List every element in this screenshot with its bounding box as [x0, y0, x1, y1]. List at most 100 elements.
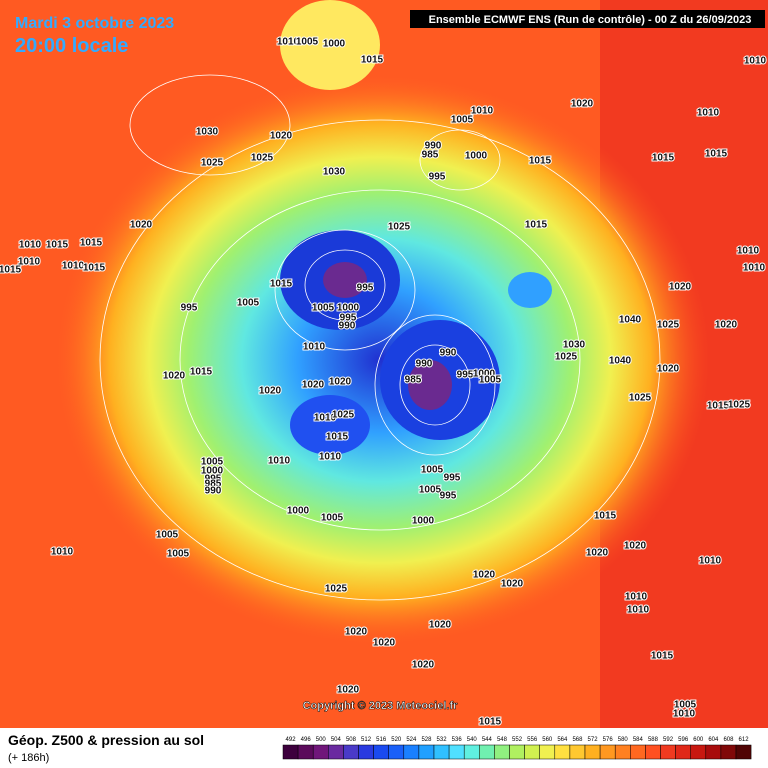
scale-swatch — [479, 744, 495, 760]
isobar-label: 1015 — [80, 238, 103, 249]
isobar-label: 1010 — [268, 456, 291, 467]
scale-swatch — [463, 744, 480, 760]
isobar-label: 985 — [405, 375, 422, 386]
scale-label: 568 — [572, 737, 583, 743]
scale-swatch — [282, 744, 299, 760]
isobar-label: 1015 — [190, 367, 213, 378]
isobar-label: 1015 — [652, 153, 675, 164]
isobar-label: 1025 — [388, 222, 411, 233]
scale-label: 580 — [618, 737, 629, 743]
isobars — [99, 74, 661, 601]
isobar-label: 1015 — [705, 149, 728, 160]
scale-label: 548 — [497, 737, 508, 743]
scale-swatch — [524, 744, 540, 760]
isobar-label: 1010 — [303, 342, 326, 353]
scale-swatch — [690, 744, 707, 760]
low-center — [323, 262, 367, 298]
scale-swatch — [599, 744, 616, 760]
isobar-label: 1010 — [744, 56, 767, 67]
isobar-label: 995 — [444, 473, 461, 484]
scale-swatch — [720, 744, 737, 760]
low-center — [508, 272, 552, 308]
model: Ensemble ECMWF ENS (Run de contrôle) - 0… — [429, 14, 752, 26]
isobar-label: 1005 — [419, 485, 442, 496]
isobar-label: 1025 — [728, 400, 751, 411]
isobar-label: 990 — [205, 486, 222, 497]
isobar-label: 1010 — [737, 246, 760, 257]
isobar-label: 1010 — [471, 106, 494, 117]
isobar-label: 1000 — [337, 303, 360, 314]
isobar-label: 1010 — [51, 547, 74, 558]
scale-swatch — [312, 744, 329, 760]
scale-swatch — [328, 744, 344, 760]
isobar-label: 1020 — [501, 579, 524, 590]
scale-swatch — [433, 744, 450, 760]
scale-label: 588 — [648, 737, 659, 743]
isobar-label: 1020 — [302, 380, 325, 391]
scale-swatch — [584, 744, 601, 760]
scale-label: 608 — [723, 737, 734, 743]
isobar-label: 1010 — [627, 605, 650, 616]
time: 20:00 locale — [15, 35, 128, 57]
isobar-label: 1015 — [46, 240, 69, 251]
scale-label: 532 — [437, 737, 448, 743]
scale-swatch — [660, 744, 676, 760]
isobar-label: 1005 — [321, 513, 344, 524]
isobar-label: 1000 — [201, 466, 224, 477]
isobar-label: 1010 — [699, 556, 722, 567]
isobar-label: 1015 — [529, 156, 552, 167]
copyright: Copyright © 2023 Meteociel.fr — [303, 700, 459, 712]
scale-label: 508 — [346, 737, 357, 743]
isobar-label: 1005 — [312, 303, 335, 314]
isobar-label: 1000 — [323, 39, 346, 50]
isobar-label: 1015 — [326, 432, 349, 443]
isobar-label: 1030 — [563, 340, 586, 351]
isobar-label: 1005 — [156, 530, 179, 541]
scale-swatch — [539, 744, 556, 760]
isobar-label: 1005 — [479, 375, 502, 386]
scale-label: 524 — [406, 737, 417, 743]
isobar-label: 1010 — [673, 709, 696, 720]
isobar-label: 1020 — [715, 320, 738, 331]
isobar-label: 1020 — [624, 541, 647, 552]
scale-swatch — [403, 744, 420, 760]
isobar-label: 1010 — [314, 413, 337, 424]
height-field — [50, 70, 710, 650]
isobar-label: 1010 — [625, 592, 648, 603]
scale-label: 600 — [693, 737, 704, 743]
low-center — [408, 360, 452, 410]
isobar-label: 1010 — [277, 37, 300, 48]
isobar-label: 1000 — [412, 516, 435, 527]
scale-label: 520 — [391, 737, 402, 743]
isobar-label: 1005 — [167, 549, 190, 560]
scale-swatch — [735, 744, 752, 760]
isobar-label: 1005 — [296, 37, 319, 48]
isobar-label: 1030 — [196, 127, 219, 138]
scale-swatch — [630, 744, 646, 760]
isobar-label: 995 — [440, 491, 457, 502]
scale-label: 572 — [588, 737, 599, 743]
scale-swatch — [297, 744, 314, 760]
isobar-label: 1020 — [163, 371, 186, 382]
low-center — [290, 395, 370, 455]
isobar-label: 1005 — [451, 115, 474, 126]
isobar-label: 1020 — [571, 99, 594, 110]
scale-label: 536 — [452, 737, 463, 743]
isobar-label: 1015 — [361, 55, 384, 66]
isobar-label: 1020 — [473, 570, 496, 581]
scale-label: 552 — [512, 737, 523, 743]
scale-swatch — [494, 744, 510, 760]
isobar-label: 1025 — [201, 158, 224, 169]
scale-swatch — [569, 744, 586, 760]
isobar-label: 1020 — [130, 220, 153, 231]
isobar-label: 1040 — [609, 356, 632, 367]
isobar-label: 1000 — [465, 151, 488, 162]
isobar-label: 1000 — [473, 369, 496, 380]
scale-label: 604 — [708, 737, 719, 743]
isobar-label: 1015 — [594, 511, 617, 522]
scale-label: 596 — [678, 737, 689, 743]
scale-label: 528 — [421, 737, 432, 743]
isobar-label: 1025 — [251, 153, 274, 164]
isobar-label: 1010 — [62, 261, 85, 272]
